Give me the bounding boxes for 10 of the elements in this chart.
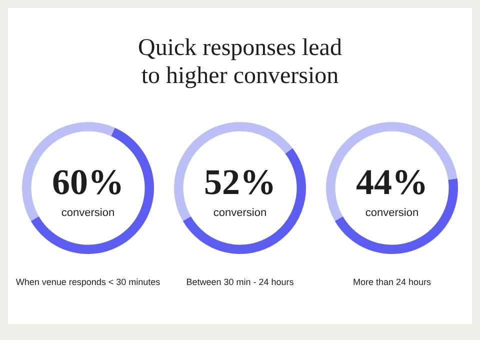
text: 52% — [204, 162, 276, 202]
chart-title: Quick responses lead to higher conversion — [137, 34, 343, 90]
text: 60% — [52, 162, 124, 202]
text: More than 24 hours — [352, 276, 432, 288]
text: Between 30 min - 24 hours — [185, 276, 295, 288]
text: conversion — [365, 207, 419, 219]
text: 44% — [356, 162, 428, 202]
text: When venue responds < 30 minutes — [14, 276, 162, 288]
text: conversion — [61, 207, 115, 219]
text: conversion — [213, 207, 267, 219]
